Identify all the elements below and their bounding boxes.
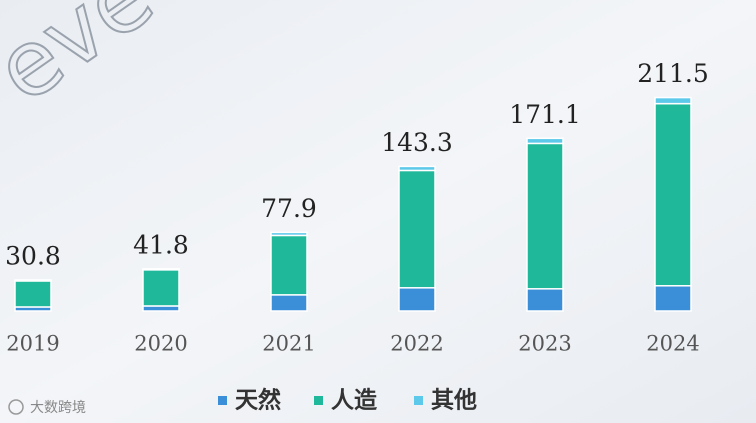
bar-segment [398,169,436,289]
legend-marker [314,396,323,405]
bar-segment [142,268,180,271]
bar-segment [398,165,436,172]
x-tick-label: 2019 [6,332,59,356]
legend-label: 人造 [331,388,378,414]
total-label: 171.1 [509,100,581,129]
bar-segment [270,231,308,237]
total-label: 211.5 [637,59,709,88]
x-tick-label: 2021 [262,332,315,356]
legend-marker [414,396,423,405]
bar-segment [142,269,180,307]
total-label: 41.8 [133,230,189,259]
x-tick-label: 2024 [646,332,699,356]
x-tick-label: 2023 [518,332,571,356]
x-tick-label: 2022 [390,332,443,356]
bar-segment [654,96,692,105]
source-logo [8,399,24,415]
total-label: 143.3 [381,128,453,157]
bar-segment [654,285,692,312]
bar-segment [526,137,564,145]
total-label: 30.8 [5,241,61,270]
source: 大数跨境 [30,400,86,416]
x-tick-label: 2020 [134,332,187,356]
bar-segment [654,102,692,287]
legend-marker [218,396,227,405]
bar-segment [526,288,564,312]
bar-segment [270,234,308,296]
bar-segment [398,287,436,312]
bar-segment [14,279,52,282]
bar-segment [526,142,564,290]
legend-label: 其他 [431,388,477,414]
bar-segment [14,280,52,308]
bar-segment [142,305,180,312]
legend-label: 天然 [235,387,281,414]
total-label: 77.9 [261,194,317,223]
bar-segment [270,294,308,312]
